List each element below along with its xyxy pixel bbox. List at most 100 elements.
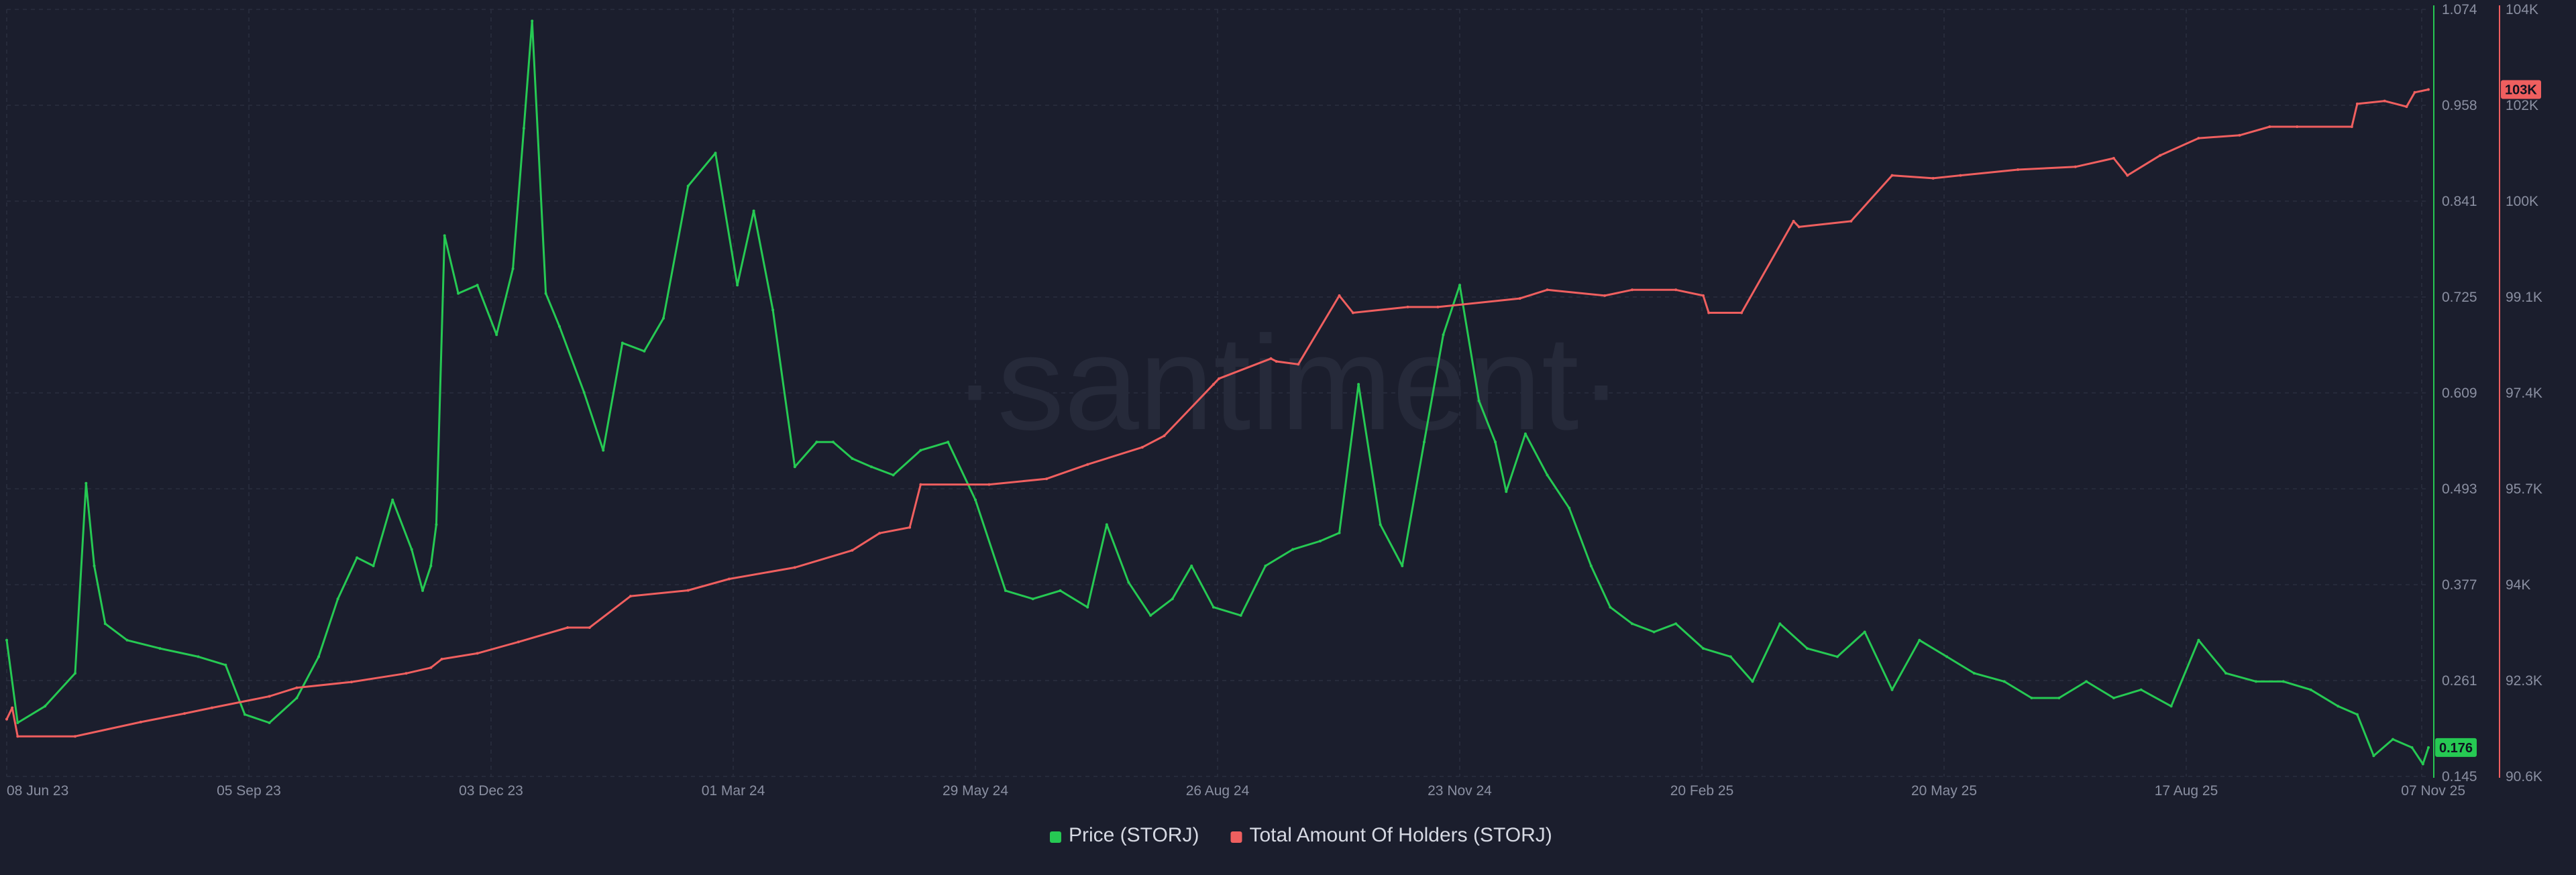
- data-point[interactable]: [511, 267, 515, 270]
- data-point[interactable]: [1212, 605, 1215, 609]
- data-point[interactable]: [139, 720, 142, 723]
- data-point[interactable]: [158, 647, 162, 650]
- data-point[interactable]: [1212, 383, 1215, 386]
- data-point[interactable]: [1086, 463, 1089, 466]
- data-point[interactable]: [919, 483, 922, 486]
- data-point[interactable]: [588, 626, 591, 629]
- data-point[interactable]: [224, 663, 227, 666]
- data-point[interactable]: [197, 655, 200, 658]
- data-point[interactable]: [2350, 125, 2353, 128]
- data-point[interactable]: [815, 441, 818, 444]
- data-point[interactable]: [2197, 638, 2200, 642]
- data-point[interactable]: [1264, 565, 1267, 567]
- data-point[interactable]: [350, 681, 353, 684]
- data-point[interactable]: [1171, 597, 1174, 601]
- data-point[interactable]: [435, 523, 438, 526]
- data-point[interactable]: [410, 548, 413, 551]
- data-point[interactable]: [1406, 305, 1409, 308]
- data-point[interactable]: [1458, 284, 1461, 287]
- data-point[interactable]: [1105, 523, 1108, 526]
- data-point[interactable]: [268, 695, 271, 698]
- data-point[interactable]: [662, 316, 665, 320]
- data-point[interactable]: [44, 705, 47, 708]
- data-point[interactable]: [2268, 125, 2271, 128]
- data-point[interactable]: [974, 498, 977, 502]
- data-point[interactable]: [2139, 688, 2143, 691]
- data-point[interactable]: [1436, 305, 1440, 308]
- data-point[interactable]: [1338, 531, 1341, 534]
- data-point[interactable]: [1702, 647, 1705, 650]
- data-point[interactable]: [2085, 680, 2088, 683]
- data-point[interactable]: [11, 706, 14, 709]
- data-point[interactable]: [621, 341, 624, 345]
- data-point[interactable]: [16, 735, 19, 738]
- data-point[interactable]: [2017, 168, 2020, 171]
- data-point[interactable]: [686, 589, 690, 592]
- data-point[interactable]: [429, 666, 433, 669]
- holders-line[interactable]: [5, 89, 2429, 738]
- data-point[interactable]: [686, 184, 690, 188]
- data-point[interactable]: [1945, 655, 1949, 658]
- data-point[interactable]: [2224, 672, 2228, 675]
- data-point[interactable]: [1959, 174, 1962, 177]
- data-point[interactable]: [2383, 99, 2386, 103]
- data-point[interactable]: [892, 473, 895, 477]
- data-point[interactable]: [1603, 294, 1607, 297]
- data-point[interactable]: [793, 566, 796, 569]
- data-point[interactable]: [495, 333, 498, 337]
- data-point[interactable]: [1674, 622, 1678, 626]
- data-point[interactable]: [372, 565, 375, 567]
- data-point[interactable]: [1379, 523, 1382, 526]
- data-point[interactable]: [356, 556, 359, 559]
- data-point[interactable]: [566, 626, 570, 629]
- data-point[interactable]: [727, 577, 731, 581]
- data-point[interactable]: [1729, 655, 1732, 658]
- data-point[interactable]: [2197, 137, 2200, 140]
- data-point[interactable]: [851, 457, 854, 460]
- data-point[interactable]: [1494, 441, 1497, 444]
- data-point[interactable]: [544, 292, 547, 295]
- data-point[interactable]: [2337, 705, 2340, 708]
- series-holders[interactable]: [5, 88, 2430, 738]
- data-point[interactable]: [1031, 597, 1034, 601]
- legend-item-holders[interactable]: Total Amount Of Holders (STORJ): [1230, 824, 1552, 846]
- data-point[interactable]: [1218, 377, 1220, 380]
- data-point[interactable]: [1806, 647, 1809, 650]
- data-point[interactable]: [440, 658, 443, 660]
- data-point[interactable]: [714, 152, 717, 155]
- data-point[interactable]: [1702, 294, 1705, 297]
- data-point[interactable]: [1918, 638, 1921, 642]
- data-point[interactable]: [1319, 540, 1322, 542]
- data-point[interactable]: [1297, 363, 1300, 366]
- data-point[interactable]: [1045, 477, 1049, 481]
- data-point[interactable]: [870, 465, 873, 469]
- data-point[interactable]: [2057, 697, 2061, 699]
- data-point[interactable]: [1518, 297, 1521, 300]
- data-point[interactable]: [1631, 622, 1633, 626]
- data-point[interactable]: [2410, 746, 2414, 749]
- data-point[interactable]: [1239, 614, 1242, 617]
- data-point[interactable]: [391, 498, 394, 502]
- data-point[interactable]: [74, 672, 76, 675]
- data-point[interactable]: [1086, 605, 1089, 609]
- data-point[interactable]: [908, 526, 912, 529]
- data-point[interactable]: [2355, 713, 2359, 716]
- data-point[interactable]: [558, 325, 561, 328]
- data-point[interactable]: [1568, 506, 1571, 510]
- data-point[interactable]: [183, 712, 186, 715]
- data-point[interactable]: [1004, 589, 1007, 592]
- data-point[interactable]: [1797, 225, 1801, 229]
- data-point[interactable]: [987, 483, 991, 486]
- data-point[interactable]: [405, 672, 408, 675]
- legend-item-price[interactable]: Price (STORJ): [1050, 824, 1199, 846]
- data-point[interactable]: [336, 597, 339, 601]
- data-point[interactable]: [1275, 360, 1278, 363]
- data-point[interactable]: [2255, 680, 2257, 683]
- data-point[interactable]: [1351, 311, 1354, 314]
- legend[interactable]: Price (STORJ) Total Amount Of Holders (ST…: [1050, 824, 1552, 846]
- data-point[interactable]: [1931, 176, 1935, 180]
- data-point[interactable]: [1849, 219, 1853, 223]
- data-point[interactable]: [1423, 441, 1426, 444]
- data-point[interactable]: [517, 640, 520, 644]
- data-point[interactable]: [1740, 311, 1743, 314]
